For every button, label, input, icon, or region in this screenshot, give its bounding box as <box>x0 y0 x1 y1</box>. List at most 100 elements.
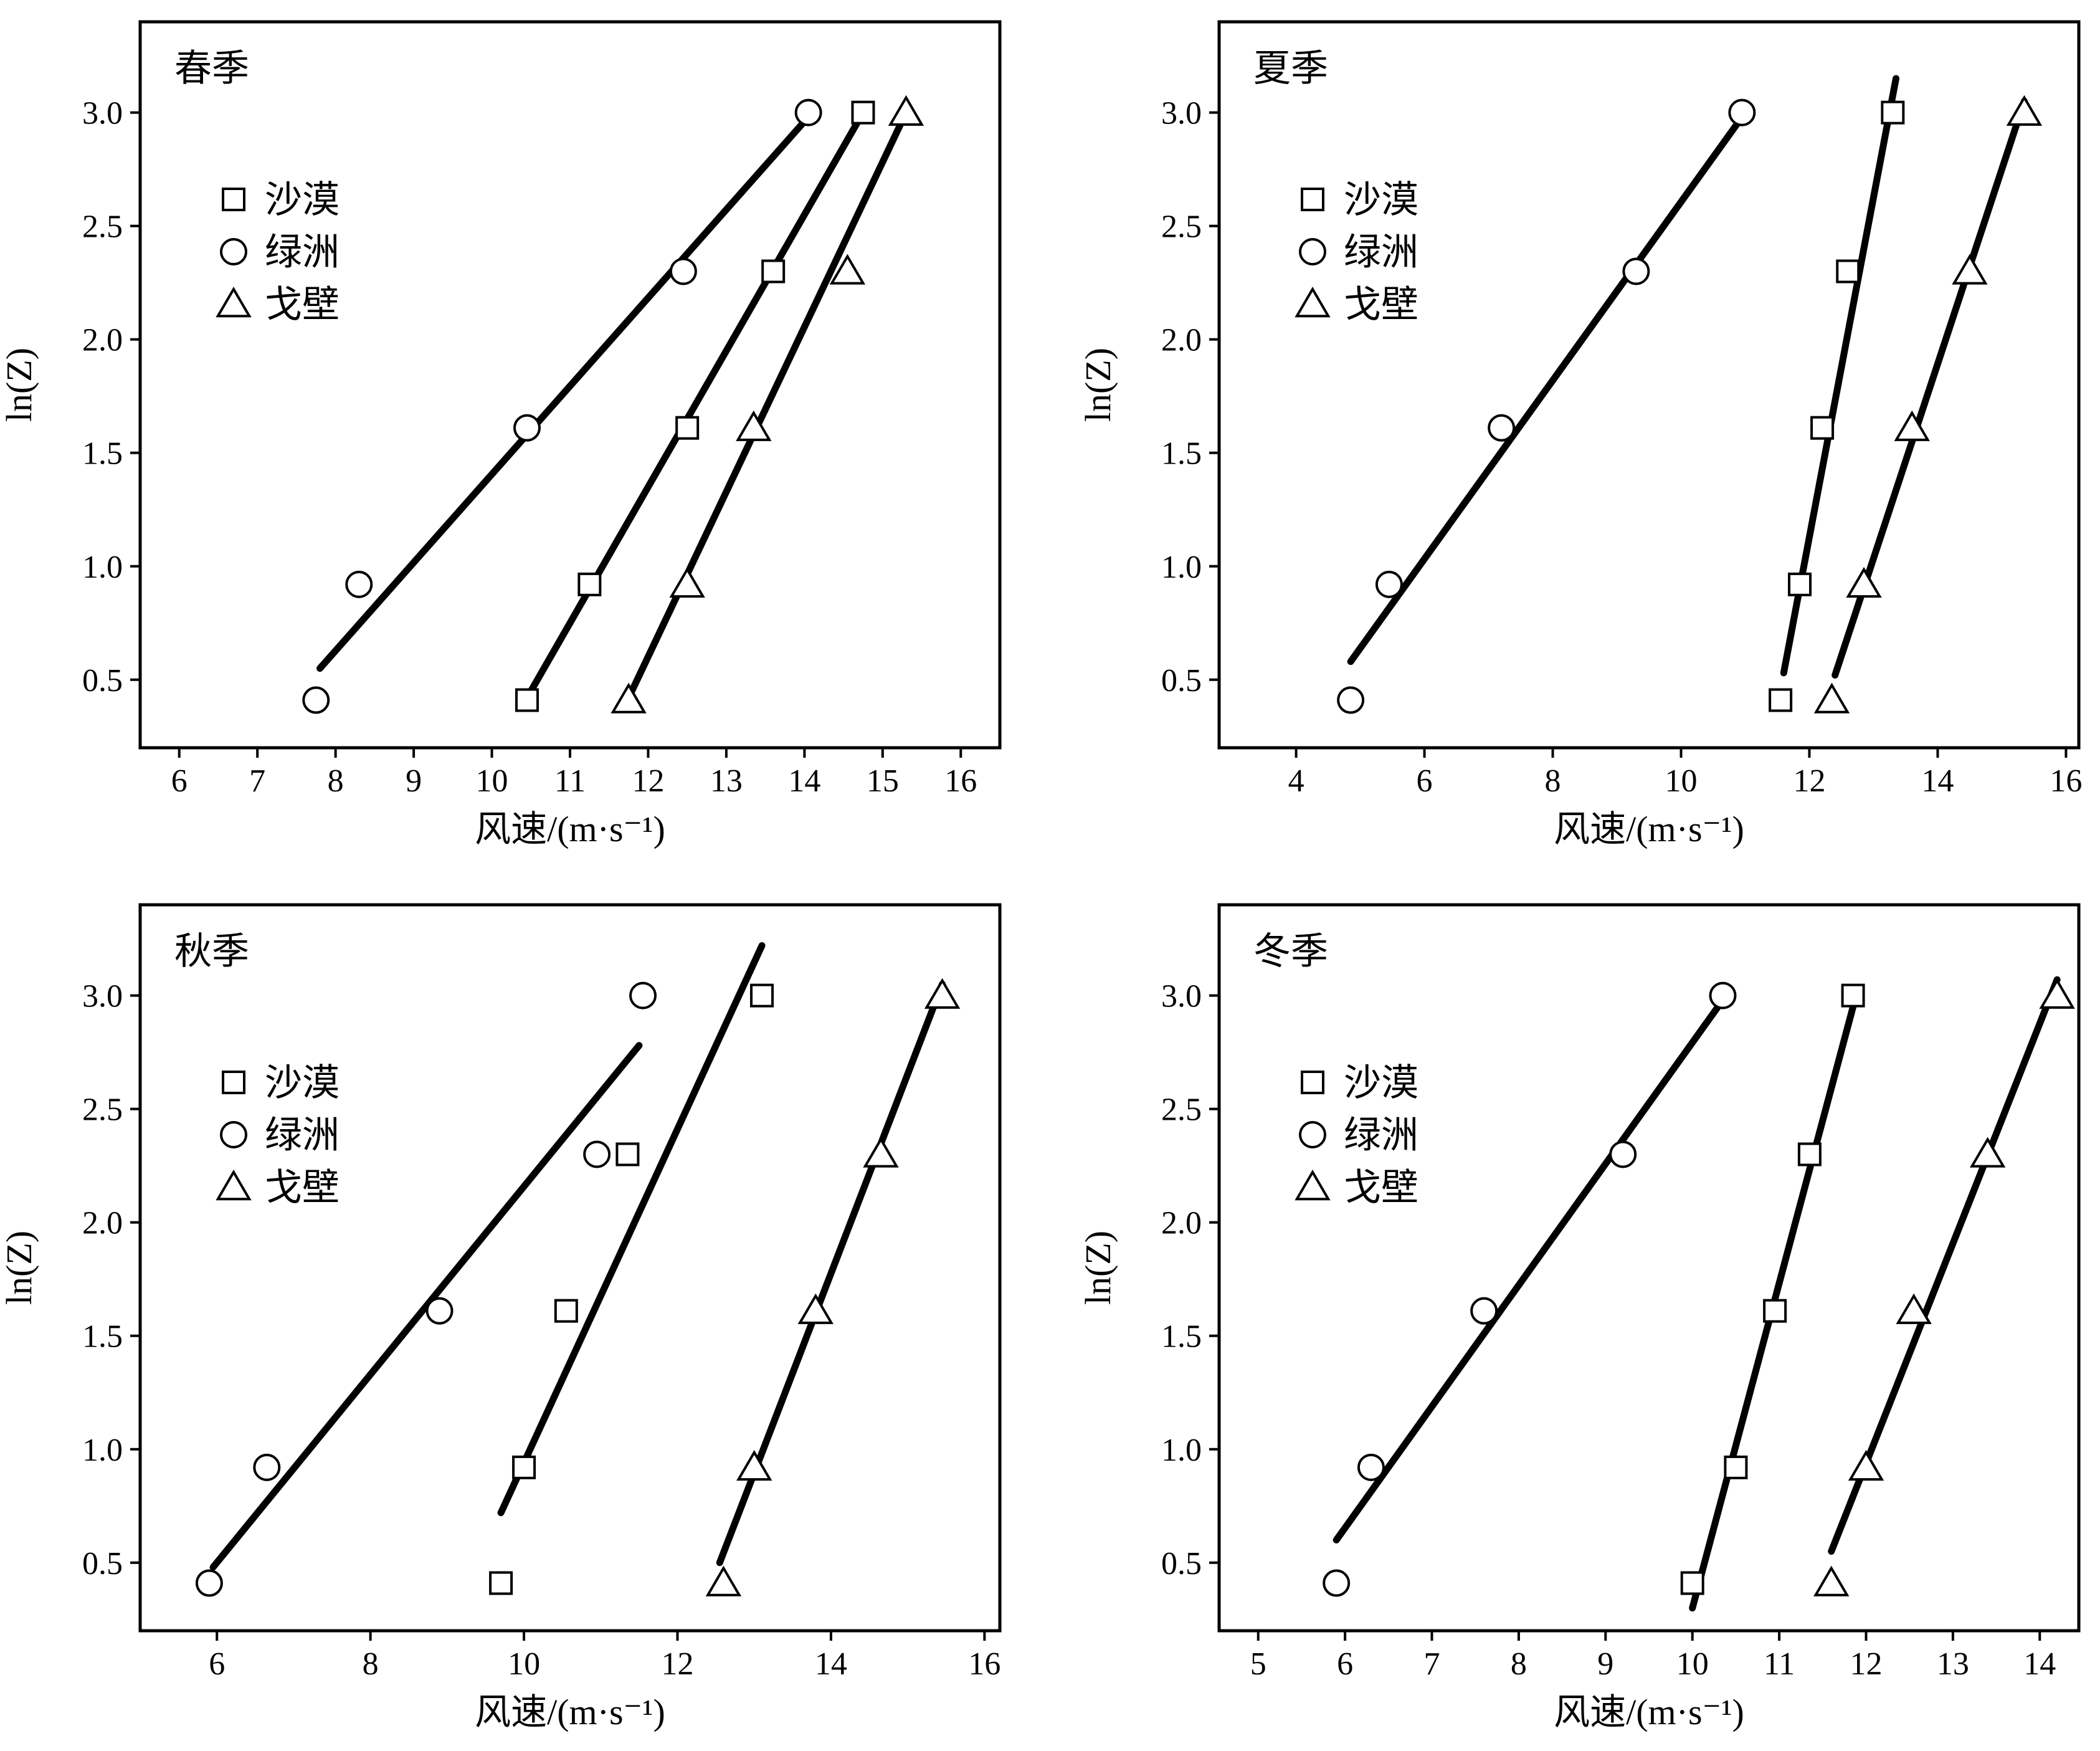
x-tick-label: 10 <box>476 763 508 799</box>
y-axis-label: ln(Z) <box>1078 1231 1118 1305</box>
x-tick-label: 13 <box>710 763 743 799</box>
y-tick-label: 2.0 <box>1161 323 1202 358</box>
data-point <box>794 98 822 126</box>
data-point <box>577 572 602 596</box>
legend-label: 戈壁 <box>265 1167 340 1208</box>
x-tick-label: 14 <box>788 763 820 799</box>
fit-line <box>625 109 910 702</box>
y-tick-label: 2.0 <box>82 1206 123 1241</box>
data-point <box>669 257 697 285</box>
data-point <box>1813 682 1850 713</box>
data-point <box>554 1299 578 1323</box>
data-point <box>669 566 705 598</box>
y-tick-label: 0.5 <box>1161 1546 1202 1582</box>
x-tick-label: 10 <box>1676 1646 1709 1682</box>
data-point <box>615 1142 640 1167</box>
data-point <box>750 983 774 1008</box>
chart-panel: 6 8 10 12 14 16 0.5 1.0 1.5 2.0 2.5 3.0 风速/(m·s⁻¹) ln… <box>0 903 1002 1732</box>
x-tick-label: 10 <box>1665 763 1697 799</box>
data-point <box>2006 95 2043 126</box>
data-point <box>512 1455 536 1479</box>
y-tick-label: 2.5 <box>82 209 123 245</box>
x-tick-label: 6 <box>209 1646 225 1682</box>
data-point <box>515 688 539 712</box>
panel-title: 夏季 <box>1253 48 1328 89</box>
x-tick-label: 6 <box>171 763 188 799</box>
data-point <box>302 686 330 714</box>
x-tick-label: 16 <box>968 1646 1000 1682</box>
data-point <box>583 1140 611 1168</box>
data-point <box>489 1571 513 1595</box>
fit-line <box>209 1042 643 1571</box>
y-tick-label: 1.5 <box>82 436 123 472</box>
legend-label: 绿洲 <box>1344 232 1418 273</box>
y-tick-label: 1.0 <box>1161 1433 1202 1468</box>
y-tick-label: 2.0 <box>1161 1206 1202 1241</box>
data-point <box>888 95 924 126</box>
data-point <box>851 100 875 125</box>
data-point <box>1375 570 1403 598</box>
legend-label: 绿洲 <box>265 1115 340 1156</box>
data-point <box>1488 414 1516 442</box>
fit-line <box>1333 996 1726 1543</box>
x-tick-label: 7 <box>1424 1646 1440 1682</box>
data-point <box>1763 1299 1787 1323</box>
data-point <box>1836 259 1860 284</box>
legend-square-icon <box>222 188 245 211</box>
y-tick-label: 0.5 <box>82 1546 123 1582</box>
data-point <box>611 682 647 713</box>
fit-line <box>523 109 867 702</box>
legend-triangle-icon <box>1295 1170 1331 1201</box>
x-tick-label: 6 <box>1337 1646 1353 1682</box>
plot-frame <box>1217 20 2081 750</box>
data-point <box>195 1569 223 1597</box>
data-point <box>1769 688 1793 712</box>
x-tick-label: 8 <box>1545 763 1561 799</box>
x-tick-label: 5 <box>1250 1646 1266 1682</box>
y-tick-label: 1.5 <box>82 1319 123 1355</box>
legend-circle-icon <box>1299 1121 1326 1148</box>
chart-panel: 5 6 7 8 9 10 11 12 13 14 0.5 1.0 1.5 2.0 2.5 3.0 风速/(m·s… <box>1078 903 2081 1732</box>
data-point <box>253 1453 281 1481</box>
data-point <box>1788 572 1812 596</box>
y-tick-label: 3.0 <box>1161 979 1202 1014</box>
x-tick-label: 14 <box>815 1646 847 1682</box>
x-tick-label: 11 <box>1764 1646 1795 1682</box>
data-point <box>345 570 373 598</box>
x-tick-label: 13 <box>1937 1646 1969 1682</box>
y-tick-label: 0.5 <box>82 663 123 699</box>
x-tick-label: 8 <box>1511 1646 1527 1682</box>
x-tick-label: 8 <box>363 1646 379 1682</box>
legend-square-icon <box>1301 1071 1324 1094</box>
data-point <box>425 1297 454 1325</box>
y-tick-label: 2.0 <box>82 323 123 358</box>
x-tick-label: 9 <box>406 763 422 799</box>
x-tick-label: 6 <box>1417 763 1433 799</box>
legend-circle-icon <box>1299 238 1326 265</box>
x-tick-label: 14 <box>1921 763 1954 799</box>
legend-label: 戈壁 <box>265 284 340 325</box>
data-point <box>1357 1453 1385 1481</box>
fit-line <box>316 109 816 672</box>
x-tick-label: 16 <box>2050 763 2082 799</box>
data-point <box>2039 978 2075 1009</box>
data-point <box>1810 416 1835 440</box>
data-point <box>736 410 772 441</box>
data-point <box>1728 98 1756 126</box>
y-tick-label: 0.5 <box>1161 663 1202 699</box>
legend-triangle-icon <box>216 287 252 318</box>
legend-circle-icon <box>220 238 247 265</box>
data-point <box>1894 410 1930 441</box>
x-tick-label: 14 <box>2023 1646 2056 1682</box>
x-tick-label: 16 <box>944 763 977 799</box>
data-point <box>513 414 541 442</box>
y-axis-label: ln(Z) <box>0 1231 39 1305</box>
y-tick-label: 3.0 <box>82 979 123 1014</box>
panel-title: 春季 <box>174 48 249 89</box>
y-tick-label: 1.0 <box>1161 550 1202 585</box>
legend-square-icon <box>222 1071 245 1094</box>
legend-label: 沙漠 <box>265 1062 340 1104</box>
data-point <box>1846 566 1882 598</box>
data-point <box>1337 686 1365 714</box>
